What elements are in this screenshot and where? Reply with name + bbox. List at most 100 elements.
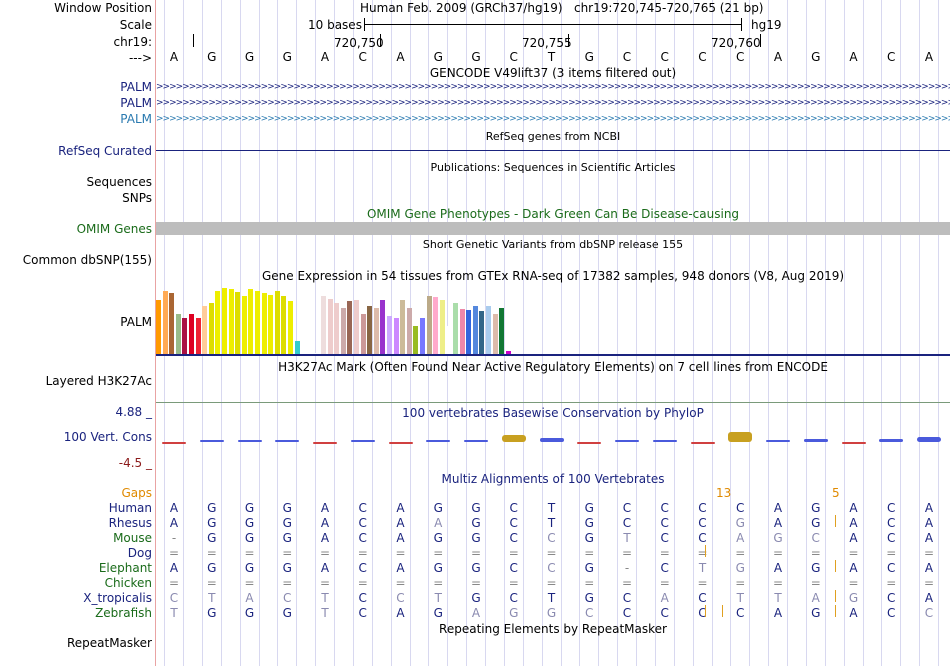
gtex-label[interactable]: PALM: [120, 315, 152, 329]
gencode-transcript-2[interactable]: >>>>>>>>>>>>>>>>>>>>>>>>>>>>>>>>>>>>>>>>…: [156, 98, 950, 108]
gtex-tissue-bar[interactable]: [440, 300, 445, 354]
dbsnp-label[interactable]: Common dbSNP(155): [22, 253, 152, 267]
gtex-tissue-bar[interactable]: [466, 310, 471, 354]
repeatmasker-track-title[interactable]: Repeating Elements by RepeatMasker: [439, 622, 667, 636]
gtex-tissue-bar[interactable]: [163, 291, 168, 354]
grid-line: [938, 0, 939, 666]
gtex-tissue-bar[interactable]: [169, 293, 174, 354]
gtex-tissue-bar[interactable]: [222, 288, 227, 354]
gtex-tissue-bar[interactable]: [473, 306, 478, 354]
gtex-tissue-bar[interactable]: [301, 353, 306, 354]
gtex-tissue-bar[interactable]: [499, 308, 504, 354]
gtex-tissue-bar[interactable]: [347, 301, 352, 354]
species-label[interactable]: Human: [108, 501, 152, 515]
h3k27ac-label[interactable]: Layered H3K27Ac: [45, 374, 152, 388]
gtex-track-title[interactable]: Gene Expression in 54 tissues from GTEx …: [261, 269, 845, 283]
gtex-tissue-bar[interactable]: [361, 314, 366, 354]
gtex-tissue-bar[interactable]: [268, 295, 273, 354]
alignment-base: A: [924, 561, 934, 575]
species-label[interactable]: Zebrafish: [95, 606, 152, 620]
phylop-track-title[interactable]: 100 vertebrates Basewise Conservation by…: [402, 406, 704, 420]
gtex-tissue-bar[interactable]: [235, 292, 240, 354]
gtex-tissue-bar[interactable]: [202, 306, 207, 354]
gtex-tissue-bar[interactable]: [176, 314, 181, 354]
species-label[interactable]: X_tropicalis: [83, 591, 152, 605]
omim-track-title[interactable]: OMIM Gene Phenotypes - Dark Green Can Be…: [366, 207, 740, 221]
refseq-gene-line[interactable]: [156, 150, 950, 151]
omim-label[interactable]: OMIM Genes: [76, 222, 152, 236]
gtex-tissue-bar[interactable]: [189, 314, 194, 354]
gtex-tissue-bar[interactable]: [341, 308, 346, 354]
gtex-tissue-bar[interactable]: [182, 318, 187, 354]
refseq-label[interactable]: RefSeq Curated: [58, 144, 152, 158]
gtex-tissue-bar[interactable]: [295, 341, 300, 354]
gencode-row-label-2[interactable]: PALM: [120, 96, 152, 110]
alignment-base: A: [169, 501, 179, 515]
alignment-base: G: [244, 561, 255, 575]
gtex-tissue-bar[interactable]: [420, 318, 425, 354]
gtex-tissue-bar[interactable]: [209, 303, 214, 354]
gtex-tissue-bar[interactable]: [460, 309, 465, 354]
phylop-logo[interactable]: [156, 420, 950, 465]
gencode-row-label-1[interactable]: PALM: [120, 80, 152, 94]
gtex-tissue-bar[interactable]: [493, 314, 498, 354]
multiz-gaps-label[interactable]: Gaps: [121, 486, 152, 500]
alignment-base: G: [282, 516, 292, 530]
gtex-tissue-bar[interactable]: [262, 293, 267, 354]
gtex-tissue-bar[interactable]: [255, 291, 260, 354]
species-label[interactable]: Dog: [127, 546, 152, 560]
gtex-tissue-bar[interactable]: [367, 306, 372, 354]
grid-line: [919, 0, 920, 666]
gencode-row-label-3[interactable]: PALM: [120, 112, 152, 126]
gtex-tissue-bar[interactable]: [328, 299, 333, 354]
publications-track-title[interactable]: Publications: Sequences in Scientific Ar…: [430, 161, 676, 174]
alignment-base: A: [924, 501, 934, 515]
publications-snps-label[interactable]: SNPs: [122, 191, 152, 205]
gtex-tissue-bar[interactable]: [506, 351, 511, 354]
h3k27ac-track-title[interactable]: H3K27Ac Mark (Often Found Near Active Re…: [278, 360, 828, 374]
gencode-transcript-3[interactable]: >>>>>>>>>>>>>>>>>>>>>>>>>>>>>>>>>>>>>>>>…: [156, 114, 950, 124]
repeatmasker-label[interactable]: RepeatMasker: [66, 636, 152, 650]
alignment-base: C: [698, 531, 707, 545]
gtex-tissue-bar[interactable]: [486, 306, 491, 354]
gtex-tissue-bar[interactable]: [479, 311, 484, 354]
species-label[interactable]: Elephant: [98, 561, 152, 575]
species-label[interactable]: Mouse: [113, 531, 152, 545]
gtex-tissue-bar[interactable]: [374, 308, 379, 354]
alignment-base: C: [698, 501, 707, 515]
publications-sequences-label[interactable]: Sequences: [86, 175, 152, 189]
species-label[interactable]: Chicken: [104, 576, 152, 590]
gtex-tissue-bar[interactable]: [229, 289, 234, 354]
gtex-tissue-bar[interactable]: [314, 353, 319, 354]
gtex-tissue-bar[interactable]: [321, 296, 326, 354]
gencode-track-title[interactable]: GENCODE V49lift37 (3 items filtered out): [429, 66, 677, 80]
gtex-tissue-bar[interactable]: [380, 300, 385, 354]
phylop-label[interactable]: 100 Vert. Cons: [63, 430, 152, 444]
omim-phenotype-bar[interactable]: [156, 222, 950, 235]
gtex-tissue-bar[interactable]: [156, 300, 161, 354]
gtex-tissue-bar[interactable]: [242, 296, 247, 354]
gtex-tissue-bar[interactable]: [433, 297, 438, 354]
multiz-track-title[interactable]: Multiz Alignments of 100 Vertebrates: [441, 472, 665, 486]
gtex-tissue-bar[interactable]: [288, 301, 293, 354]
gtex-tissue-bar[interactable]: [407, 308, 412, 354]
refseq-track-title[interactable]: RefSeq genes from NCBI: [485, 130, 621, 143]
gtex-tissue-bar[interactable]: [334, 303, 339, 354]
gtex-tissue-bar[interactable]: [427, 296, 432, 354]
gtex-tissue-bar[interactable]: [215, 291, 220, 354]
gtex-tissue-bar[interactable]: [354, 300, 359, 354]
gencode-transcript-1[interactable]: >>>>>>>>>>>>>>>>>>>>>>>>>>>>>>>>>>>>>>>>…: [156, 82, 950, 92]
gtex-tissue-bar[interactable]: [413, 326, 418, 354]
gtex-tissue-bar[interactable]: [248, 289, 253, 354]
gtex-tissue-bar[interactable]: [453, 303, 458, 354]
gtex-tissue-bar[interactable]: [394, 318, 399, 354]
gtex-tissue-bar[interactable]: [275, 291, 280, 354]
gtex-tissue-bar[interactable]: [387, 316, 392, 354]
species-label[interactable]: Rhesus: [108, 516, 152, 530]
gtex-tissue-bar[interactable]: [446, 326, 451, 354]
gtex-tissue-bar[interactable]: [281, 296, 286, 354]
gtex-expression-chart[interactable]: [156, 284, 950, 356]
dbsnp-track-title[interactable]: Short Genetic Variants from dbSNP releas…: [422, 238, 684, 251]
gtex-tissue-bar[interactable]: [196, 318, 201, 354]
gtex-tissue-bar[interactable]: [400, 300, 405, 354]
